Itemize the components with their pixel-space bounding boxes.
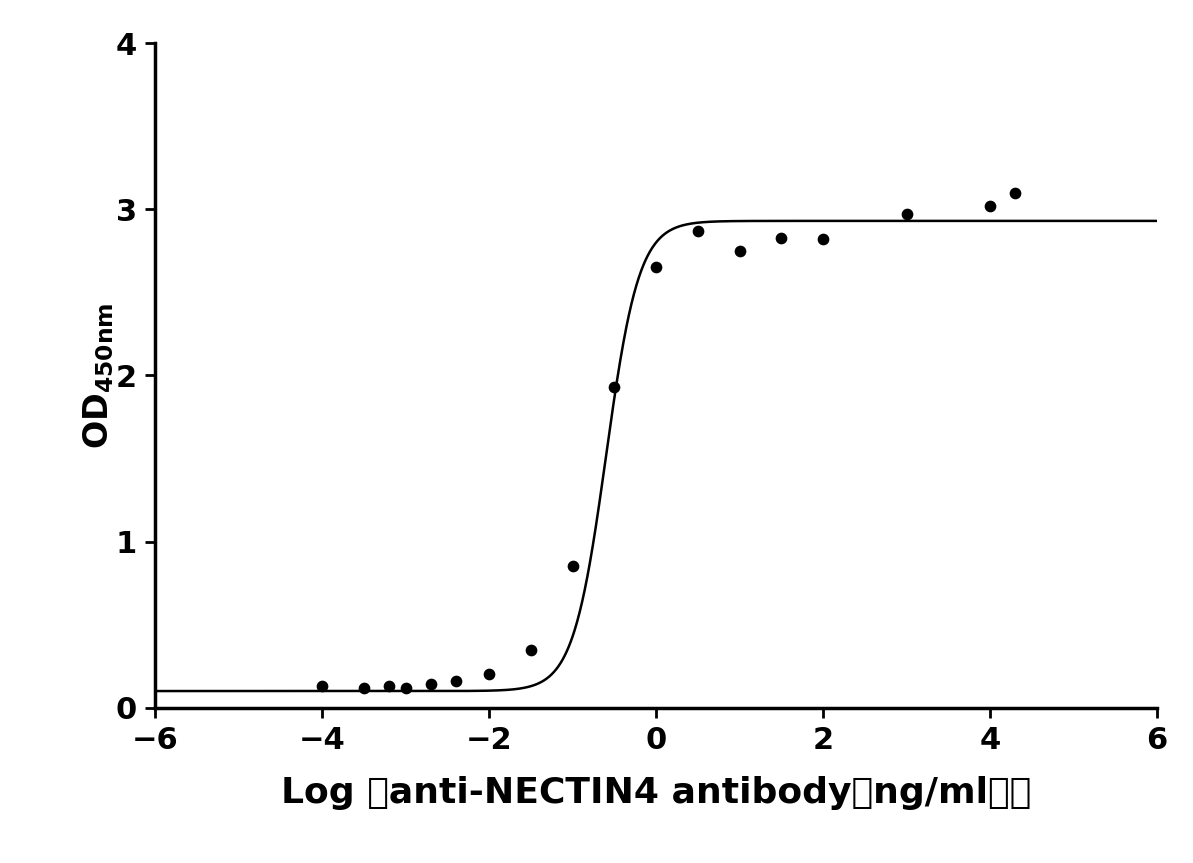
Point: [421, 677, 440, 691]
Point: [897, 207, 916, 221]
Point: [379, 679, 398, 693]
Point: [446, 674, 465, 688]
Point: [313, 679, 332, 693]
Point: [772, 230, 791, 244]
Point: [688, 224, 707, 238]
Point: [354, 681, 373, 695]
Point: [396, 681, 415, 695]
Point: [563, 559, 582, 573]
Point: [480, 668, 499, 682]
X-axis label: Log （anti-NECTIN4 antibody（ng/ml））: Log （anti-NECTIN4 antibody（ng/ml））: [282, 776, 1031, 809]
Point: [521, 643, 540, 657]
Point: [1006, 186, 1025, 199]
Point: [814, 232, 833, 246]
Point: [981, 199, 1000, 213]
Point: [605, 380, 624, 394]
Point: [647, 261, 666, 274]
Point: [730, 244, 749, 258]
Y-axis label: $\mathbf{OD_{450nm}}$: $\mathbf{OD_{450nm}}$: [82, 302, 117, 449]
